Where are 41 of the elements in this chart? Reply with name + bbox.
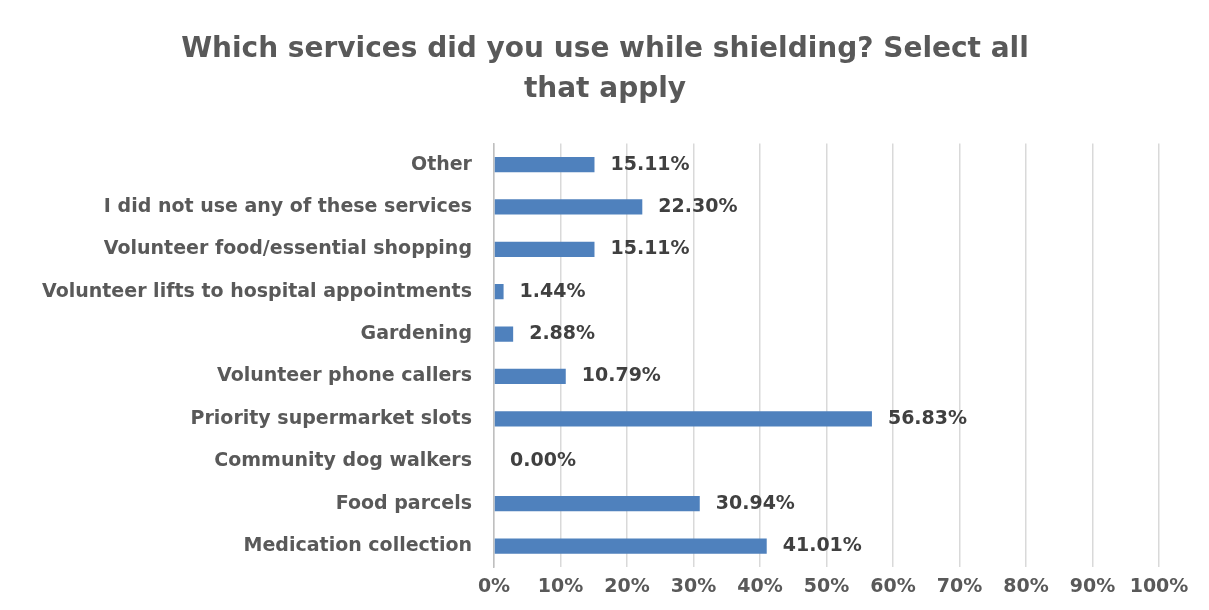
data-label: 10.79% [581, 363, 661, 386]
x-tick-label: 60% [870, 573, 916, 596]
y-tick-label: Volunteer phone callers [216, 363, 472, 386]
data-label: 15.11% [610, 151, 690, 174]
data-label: 15.11% [610, 236, 690, 259]
data-label: 30.94% [715, 490, 795, 513]
x-tick-label: 70% [936, 573, 983, 596]
bar [494, 538, 767, 554]
x-tick-label: 50% [803, 573, 850, 596]
bar [494, 326, 514, 342]
y-tick-label: Volunteer lifts to hospital appointments [41, 278, 472, 301]
x-tick-label: 20% [604, 573, 650, 596]
x-tick-label: 80% [1003, 573, 1049, 596]
bar [494, 284, 504, 300]
bar [494, 199, 643, 215]
bar [494, 241, 595, 257]
x-tick-label: 100% [1129, 573, 1189, 596]
bar [494, 156, 595, 173]
data-label: 1.44% [519, 278, 586, 301]
x-tick-label: 30% [670, 573, 717, 596]
y-tick-label: Gardening [360, 321, 472, 344]
data-label: 41.01% [782, 532, 862, 555]
data-label: 22.30% [658, 193, 738, 216]
y-tick-label: Volunteer food/essential shopping [103, 236, 472, 259]
x-tick-label: 10% [537, 573, 584, 596]
bar [494, 368, 566, 385]
data-label: 2.88% [529, 321, 596, 344]
y-tick-label: Medication collection [243, 532, 472, 555]
chart-title: Which services did you use while shielding? Select all that apply [180, 30, 1030, 106]
y-tick-label: Community dog walkers [214, 448, 472, 471]
x-tick-label: 90% [1069, 573, 1116, 596]
bar [494, 411, 872, 427]
x-tick-label: 0% [477, 573, 511, 596]
y-tick-label: Priority supermarket slots [190, 405, 472, 428]
data-label: 56.83% [887, 405, 968, 428]
y-tick-label: Food parcels [335, 490, 472, 513]
bar [494, 496, 700, 512]
y-tick-label: I did not use any of these services [103, 193, 472, 216]
y-tick-label: Other [410, 151, 473, 174]
data-label: 0.00% [510, 448, 576, 471]
x-tick-label: 40% [737, 573, 783, 596]
